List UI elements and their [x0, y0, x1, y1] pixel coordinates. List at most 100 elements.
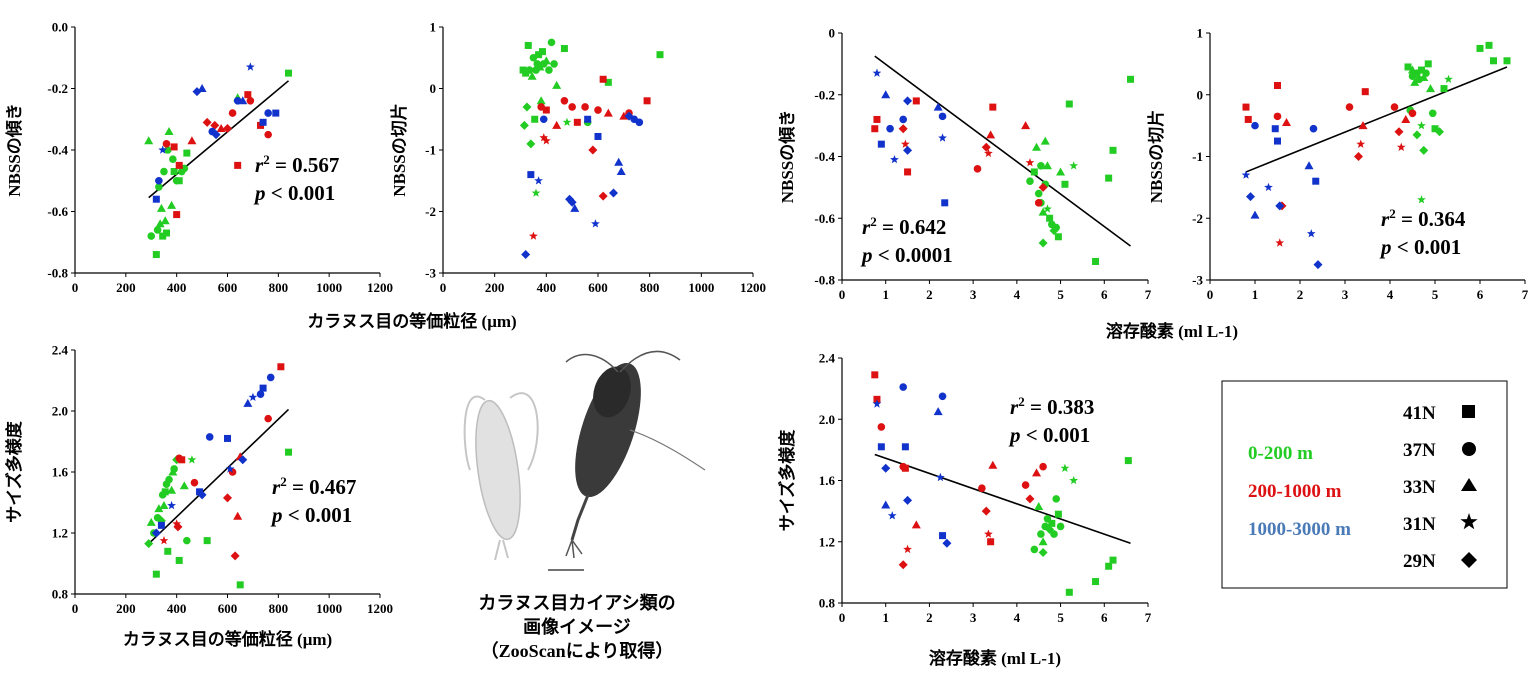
- x-axis-title: カラヌス目の等価粒径 (μm): [123, 629, 332, 649]
- data-point: [1418, 66, 1425, 74]
- x-tick-label: 400: [167, 280, 187, 295]
- data-point: [1043, 204, 1052, 213]
- data-point: [225, 464, 235, 473]
- diamond-marker-icon: [1461, 552, 1477, 568]
- data-point: [1354, 152, 1363, 161]
- data-point: [522, 69, 530, 77]
- data-point: [170, 168, 178, 176]
- data-point: [266, 373, 275, 382]
- data-point: [238, 96, 248, 105]
- data-point: [591, 219, 600, 228]
- y-tick-label: 0: [1197, 87, 1204, 102]
- data-point: [981, 506, 991, 516]
- legend-station-37n: 37N: [1403, 440, 1436, 461]
- data-point: [594, 132, 602, 140]
- data-point: [230, 551, 240, 561]
- data-point: [264, 130, 272, 139]
- y-tick-label: -0.4: [47, 143, 68, 158]
- x-tick-label: 0: [1207, 287, 1214, 302]
- data-point: [1244, 115, 1252, 123]
- chart-intercept_vs_size: 0 200 400 600 800 1000 1200 -3 -2 -1 0 1 NBSSの切片: [389, 20, 766, 296]
- data-point: [933, 407, 943, 416]
- data-point: [163, 146, 172, 154]
- data-point: [1025, 494, 1035, 504]
- data-point: [656, 51, 664, 59]
- data-point: [547, 38, 556, 47]
- y-axis-title: NBSSの傾き: [4, 103, 24, 197]
- data-point: [259, 118, 267, 126]
- data-point: [1065, 100, 1073, 108]
- data-point: [1390, 103, 1399, 111]
- data-point: [873, 395, 881, 403]
- data-point: [155, 176, 163, 185]
- data-point: [223, 493, 232, 503]
- data-point: [877, 443, 885, 451]
- x-tick-label: 0: [72, 280, 79, 295]
- data-point: [872, 68, 882, 77]
- y-axis-title: サイズ多様度: [777, 429, 797, 531]
- x-tick-label: 3: [970, 287, 977, 302]
- data-point: [1052, 223, 1060, 232]
- data-point: [527, 71, 537, 80]
- x-tick-label: 7: [1522, 287, 1529, 302]
- data-point: [1304, 161, 1314, 170]
- p-value-stat: p < 0.0001: [860, 243, 953, 267]
- data-point: [588, 145, 598, 155]
- data-point: [1275, 238, 1285, 247]
- data-point: [890, 155, 899, 164]
- copepod-transparent: [463, 392, 539, 561]
- data-point: [599, 75, 607, 83]
- x-tick-label: 800: [269, 601, 289, 616]
- data-point: [163, 229, 170, 237]
- data-point: [527, 171, 535, 179]
- data-point: [144, 539, 154, 549]
- data-point: [529, 231, 538, 240]
- data-point: [151, 528, 161, 538]
- data-point: [573, 118, 581, 126]
- data-point: [157, 521, 165, 529]
- y-tick-label: 1: [1197, 26, 1204, 41]
- data-point: [1412, 130, 1422, 140]
- data-point: [536, 96, 546, 105]
- data-point: [243, 398, 253, 407]
- y-tick-label: -0.2: [47, 81, 68, 96]
- data-point: [1034, 199, 1043, 207]
- x-tick-label: 7: [1145, 610, 1152, 625]
- data-point: [538, 48, 546, 56]
- size-axis-title-top: カラヌス目の等価粒径 (μm): [307, 311, 516, 331]
- data-point: [1061, 180, 1069, 188]
- data-point: [1309, 124, 1318, 133]
- x-tick-label: 800: [269, 280, 289, 295]
- y-tick-label: -2: [425, 204, 436, 219]
- regression-line: [148, 80, 290, 199]
- data-point: [1426, 84, 1435, 93]
- y-tick-label: -1: [425, 143, 436, 158]
- data-point: [1422, 69, 1430, 77]
- data-point: [887, 511, 897, 520]
- data-point: [542, 106, 550, 114]
- triangle-marker-icon: [1461, 478, 1477, 491]
- regression-line: [1245, 66, 1508, 173]
- legend-depth-0: 0-200 m: [1248, 443, 1313, 464]
- y-tick-label: -1: [1192, 149, 1203, 164]
- data-point: [635, 118, 644, 127]
- data-point: [1056, 522, 1065, 531]
- data-point: [1054, 233, 1062, 241]
- data-point: [609, 188, 618, 198]
- x-tick-label: 0: [440, 280, 447, 295]
- data-point: [154, 504, 164, 513]
- data-point: [175, 177, 183, 185]
- data-point: [224, 434, 231, 442]
- data-point: [560, 45, 568, 53]
- data-point: [542, 136, 551, 145]
- data-point: [873, 115, 881, 123]
- data-point: [1404, 63, 1412, 71]
- data-point: [158, 145, 168, 154]
- data-point: [614, 157, 624, 166]
- data-point: [197, 490, 207, 500]
- do-axis-title-top: 溶存酸素 (ml L-1): [1106, 321, 1238, 341]
- x-tick-label: 1200: [740, 280, 766, 295]
- data-point: [534, 176, 543, 185]
- data-point: [259, 384, 267, 392]
- data-point: [167, 200, 177, 209]
